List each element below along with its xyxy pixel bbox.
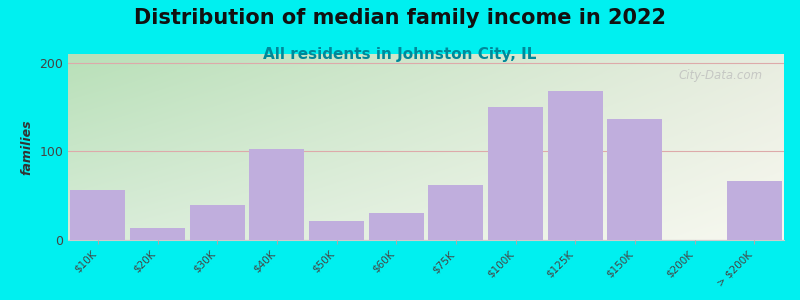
Text: Distribution of median family income in 2022: Distribution of median family income in …	[134, 8, 666, 28]
Bar	[369, 213, 424, 240]
Bar	[70, 190, 126, 240]
Bar	[190, 205, 245, 240]
Y-axis label: families: families	[21, 119, 34, 175]
Bar	[726, 181, 782, 240]
Bar	[250, 149, 304, 240]
Bar	[607, 119, 662, 240]
Bar	[548, 91, 602, 240]
Text: All residents in Johnston City, IL: All residents in Johnston City, IL	[263, 46, 537, 62]
Bar	[309, 220, 364, 240]
Bar	[488, 107, 543, 240]
Bar	[428, 185, 483, 240]
Bar	[130, 229, 185, 240]
Text: City-Data.com: City-Data.com	[678, 69, 762, 82]
